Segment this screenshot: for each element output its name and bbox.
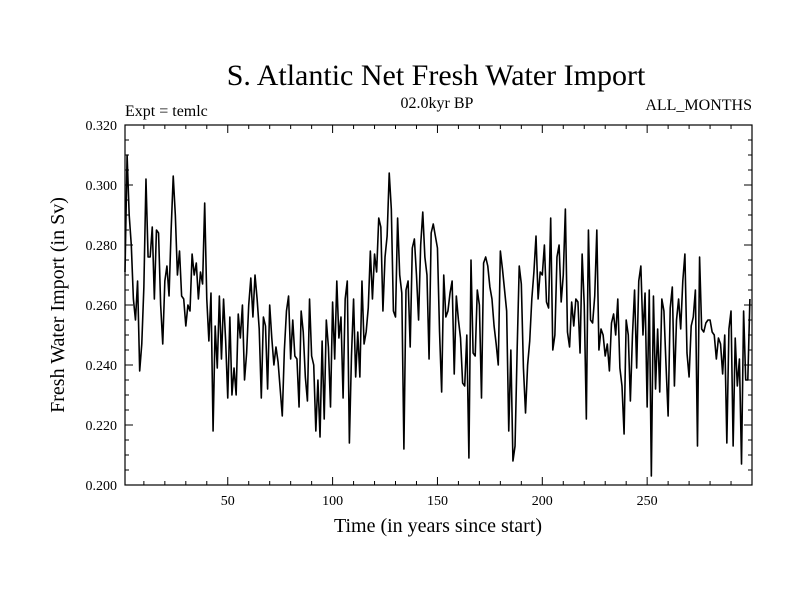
x-tick-label: 100 — [322, 494, 343, 509]
plot-frame — [124, 124, 753, 486]
x-tick-label: 50 — [221, 494, 235, 509]
chart-subtitle-center: 02.0kyr BP — [401, 95, 474, 112]
y-tick-label: 0.200 — [86, 479, 118, 494]
axis-ticks — [125, 124, 752, 486]
y-tick-label: 0.320 — [86, 119, 118, 134]
x-axis-label: Time (in years since start) — [334, 515, 542, 537]
y-tick-label: 0.240 — [86, 359, 118, 374]
chart-title: S. Atlantic Net Fresh Water Import — [227, 59, 646, 92]
y-tick-label: 0.220 — [86, 419, 118, 434]
axis-tick-labels: 50 100 150 200 250 0.200 0.220 0.240 0.260 0.280 0… — [86, 119, 658, 509]
y-tick-label: 0.260 — [86, 299, 118, 314]
data-line — [124, 154, 751, 477]
x-tick-label: 250 — [637, 494, 658, 509]
y-tick-label: 0.300 — [86, 179, 118, 194]
chart-subtitle-left: Expt = temlc — [125, 103, 208, 120]
chart-subtitle-right: ALL_MONTHS — [645, 97, 752, 114]
x-tick-label: 150 — [427, 494, 448, 509]
y-tick-label: 0.280 — [86, 239, 118, 254]
x-tick-label: 200 — [532, 494, 553, 509]
y-axis-label: Fresh Water Import (in Sv) — [47, 197, 69, 413]
